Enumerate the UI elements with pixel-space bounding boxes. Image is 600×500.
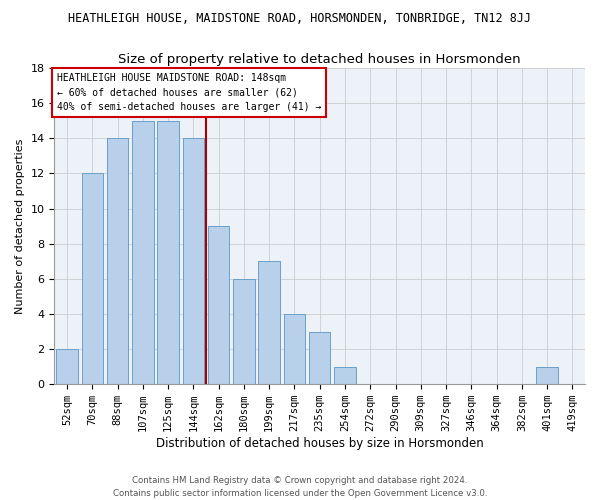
Bar [233,279,254,384]
Bar [334,366,356,384]
Y-axis label: Number of detached properties: Number of detached properties [15,138,25,314]
Bar [309,332,331,384]
Bar [259,262,280,384]
Text: Contains HM Land Registry data © Crown copyright and database right 2024.
Contai: Contains HM Land Registry data © Crown c… [113,476,487,498]
Text: HEATHLEIGH HOUSE, MAIDSTONE ROAD, HORSMONDEN, TONBRIDGE, TN12 8JJ: HEATHLEIGH HOUSE, MAIDSTONE ROAD, HORSMO… [68,12,532,26]
Bar [82,174,103,384]
Bar [284,314,305,384]
Bar [107,138,128,384]
Text: HEATHLEIGH HOUSE MAIDSTONE ROAD: 148sqm
← 60% of detached houses are smaller (62: HEATHLEIGH HOUSE MAIDSTONE ROAD: 148sqm … [57,73,322,112]
X-axis label: Distribution of detached houses by size in Horsmonden: Distribution of detached houses by size … [156,437,484,450]
Bar [56,349,78,384]
Bar [208,226,229,384]
Bar [157,120,179,384]
Bar [536,366,558,384]
Bar [182,138,204,384]
Title: Size of property relative to detached houses in Horsmonden: Size of property relative to detached ho… [118,52,521,66]
Bar [132,120,154,384]
